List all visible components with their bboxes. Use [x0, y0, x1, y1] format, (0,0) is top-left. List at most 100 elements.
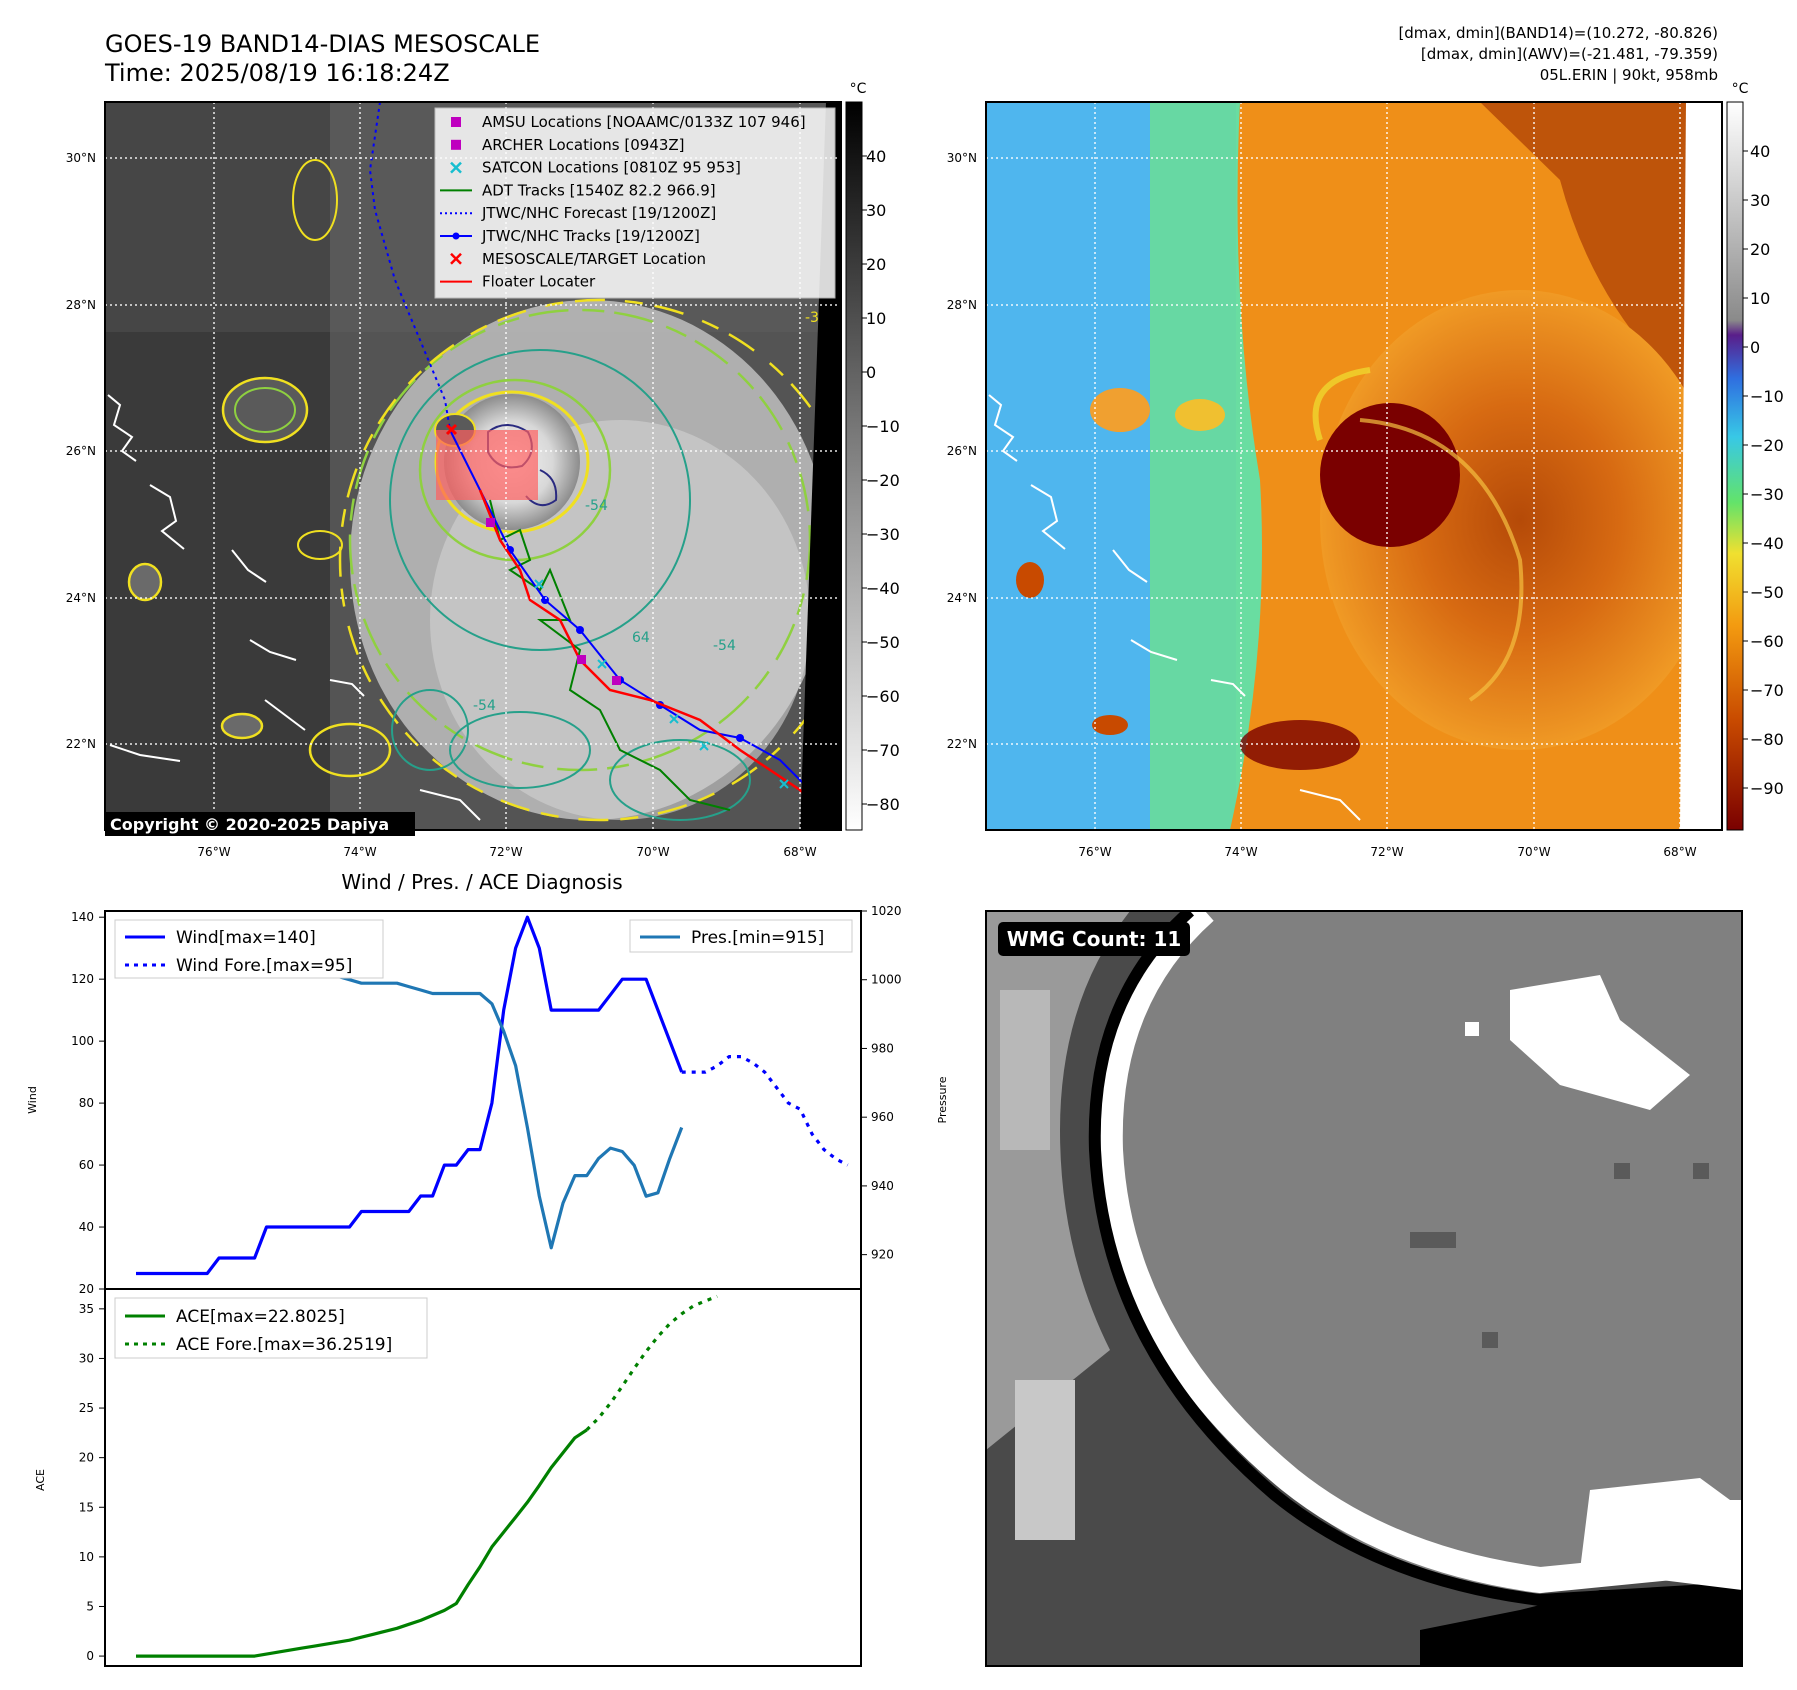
- ir-colorbar-unit: °C: [850, 81, 867, 97]
- awv-map-panel: 30°N 28°N 26°N 24°N 22°N 76°W 74°W 72°W 70°W 68°…: [947, 81, 1784, 859]
- wind-tick: 100: [71, 1034, 94, 1048]
- lon-label-left: 74°W: [343, 845, 376, 859]
- awv-colorbar-tick: −40: [1750, 534, 1784, 553]
- lon-label-left: 72°W: [489, 845, 522, 859]
- pressure-tick: 980: [871, 1041, 894, 1055]
- ir-colorbar-tick: 20: [866, 255, 886, 274]
- wind-tick: 140: [71, 910, 94, 924]
- contour-label-2: -54: [713, 638, 736, 654]
- pressure-tick: 920: [871, 1248, 894, 1262]
- lat-label-right: 24°N: [947, 591, 977, 605]
- info-awv-range: [dmax, dmin](AWV)=(-21.481, -79.359): [1421, 45, 1718, 63]
- ace-series-line: [136, 1428, 588, 1658]
- diagnosis-title: Wind / Pres. / ACE Diagnosis: [341, 870, 622, 894]
- ir-colorbar-tick: −20: [866, 471, 900, 490]
- wind-tick: 120: [71, 972, 94, 986]
- ace-axes: [104, 1288, 862, 1667]
- awv-colorbar-tick: −30: [1750, 485, 1784, 504]
- contour-label-3: 64: [632, 630, 650, 646]
- awv-colorbar-tick: 10: [1750, 289, 1770, 308]
- awv-colorbar-tick: −90: [1750, 779, 1784, 798]
- ace-forecast-series-line: [585, 1294, 718, 1432]
- ace-tick: 15: [79, 1500, 94, 1514]
- legend-marker-square: [451, 117, 461, 127]
- lon-label-right: 76°W: [1078, 845, 1111, 859]
- contour-label-1: -54: [585, 498, 608, 514]
- ace-tick: 10: [79, 1550, 94, 1564]
- wmg-badge-text: WMG Count: 11: [1007, 927, 1182, 951]
- lon-label-right: 70°W: [1517, 845, 1550, 859]
- lat-label-right: 30°N: [947, 151, 977, 165]
- awv-colorbar-tick: −50: [1750, 583, 1784, 602]
- legend-ace: ACE[max=22.8025]: [176, 1307, 345, 1327]
- figure-title: GOES-19 BAND14-DIAS MESOSCALE: [105, 30, 540, 58]
- lon-label-left: 68°W: [783, 845, 816, 859]
- diagnosis-chart: Wind / Pres. / ACE Diagnosis Wind Pressu…: [26, 870, 949, 1667]
- ir-colorbar: [845, 101, 863, 831]
- wind-tick: 40: [79, 1220, 94, 1234]
- awv-colorbar-tick: −20: [1750, 436, 1784, 455]
- ace-tick: 35: [79, 1302, 94, 1316]
- wind-tick: 60: [79, 1158, 94, 1172]
- legend-wind-fore: Wind Fore.[max=95]: [176, 956, 352, 976]
- ir-colorbar-tick: −70: [866, 741, 900, 760]
- pressure-tick: 1020: [871, 904, 902, 918]
- awv-colorbar-tick: 40: [1750, 142, 1770, 161]
- pressure-tick: 960: [871, 1110, 894, 1124]
- pressure-ylabel: Pressure: [936, 1076, 949, 1123]
- pressure-series-line: [136, 933, 684, 1250]
- awv-colorbar: [1726, 101, 1744, 831]
- map-legend-label: AMSU Locations [NOAAMC/0133Z 107 946]: [482, 113, 806, 131]
- lon-label-right: 74°W: [1224, 845, 1257, 859]
- legend-pres: Pres.[min=915]: [691, 928, 824, 948]
- pressure-legend: Pres.[min=915]: [629, 919, 853, 953]
- lat-label-left: 24°N: [66, 591, 96, 605]
- map-legend-label: ARCHER Locations [0943Z]: [482, 136, 685, 154]
- wmg-panel: WMG Count: 11: [985, 910, 1743, 1667]
- ir-colorbar-tick: 30: [866, 201, 886, 220]
- wind-series-line: [136, 915, 684, 1276]
- lat-label-right: 26°N: [947, 444, 977, 458]
- lat-label-left: 30°N: [66, 151, 96, 165]
- figure-time: Time: 2025/08/19 16:18:24Z: [104, 59, 450, 87]
- copyright-text: Copyright © 2020-2025 Dapiya: [110, 815, 389, 834]
- ace-legend: ACE[max=22.8025] ACE Fore.[max=36.2519]: [114, 1297, 428, 1359]
- wind-ylabel: Wind: [26, 1086, 39, 1114]
- map-legend-label: SATCON Locations [0810Z 95 953]: [482, 159, 741, 177]
- lon-label-left: 76°W: [197, 845, 230, 859]
- legend-wind: Wind[max=140]: [176, 928, 316, 948]
- legend-marker-dot: [452, 232, 460, 240]
- pressure-tick: 1000: [871, 973, 902, 987]
- lat-label-left: 28°N: [66, 298, 96, 312]
- lat-label-right: 28°N: [947, 298, 977, 312]
- ir-colorbar-tick: 10: [866, 309, 886, 328]
- ace-tick: 5: [86, 1599, 94, 1613]
- contour-label-4: -54: [473, 698, 496, 714]
- ace-tick: 20: [79, 1451, 94, 1465]
- lat-label-left: 26°N: [66, 444, 96, 458]
- lat-label-left: 22°N: [66, 737, 96, 751]
- lon-label-right: 72°W: [1370, 845, 1403, 859]
- awv-colorbar-tick: −70: [1750, 681, 1784, 700]
- wind-legend: Wind[max=140] Wind Fore.[max=95]: [114, 919, 384, 979]
- map-legend-label: ADT Tracks [1540Z 82.2 966.9]: [482, 181, 716, 199]
- ace-tick: 0: [86, 1649, 94, 1663]
- map-legend-label: JTWC/NHC Tracks [19/1200Z]: [481, 227, 700, 245]
- ir-map-panel: -54 -54 64 -54 -31 AMSU Locations [NOAAM…: [66, 81, 900, 859]
- map-legend-label: MESOSCALE/TARGET Location: [482, 250, 706, 268]
- ir-colorbar-tick: −10: [866, 417, 900, 436]
- awv-colorbar-tick: 20: [1750, 240, 1770, 259]
- awv-colorbar-unit: °C: [1732, 81, 1749, 97]
- ir-colorbar-tick: −30: [866, 525, 900, 544]
- ace-tick: 30: [79, 1351, 94, 1365]
- ir-colorbar-tick: −50: [866, 633, 900, 652]
- ir-colorbar-tick: 40: [866, 147, 886, 166]
- ir-colorbar-tick: 0: [866, 363, 876, 382]
- ir-colorbar-tick: −80: [866, 795, 900, 814]
- pressure-tick: 940: [871, 1179, 894, 1193]
- legend-marker-square: [451, 139, 461, 150]
- awv-colorbar-tick: 0: [1750, 338, 1760, 357]
- legend-marker-x: [450, 161, 462, 174]
- ace-ylabel: ACE: [34, 1469, 47, 1491]
